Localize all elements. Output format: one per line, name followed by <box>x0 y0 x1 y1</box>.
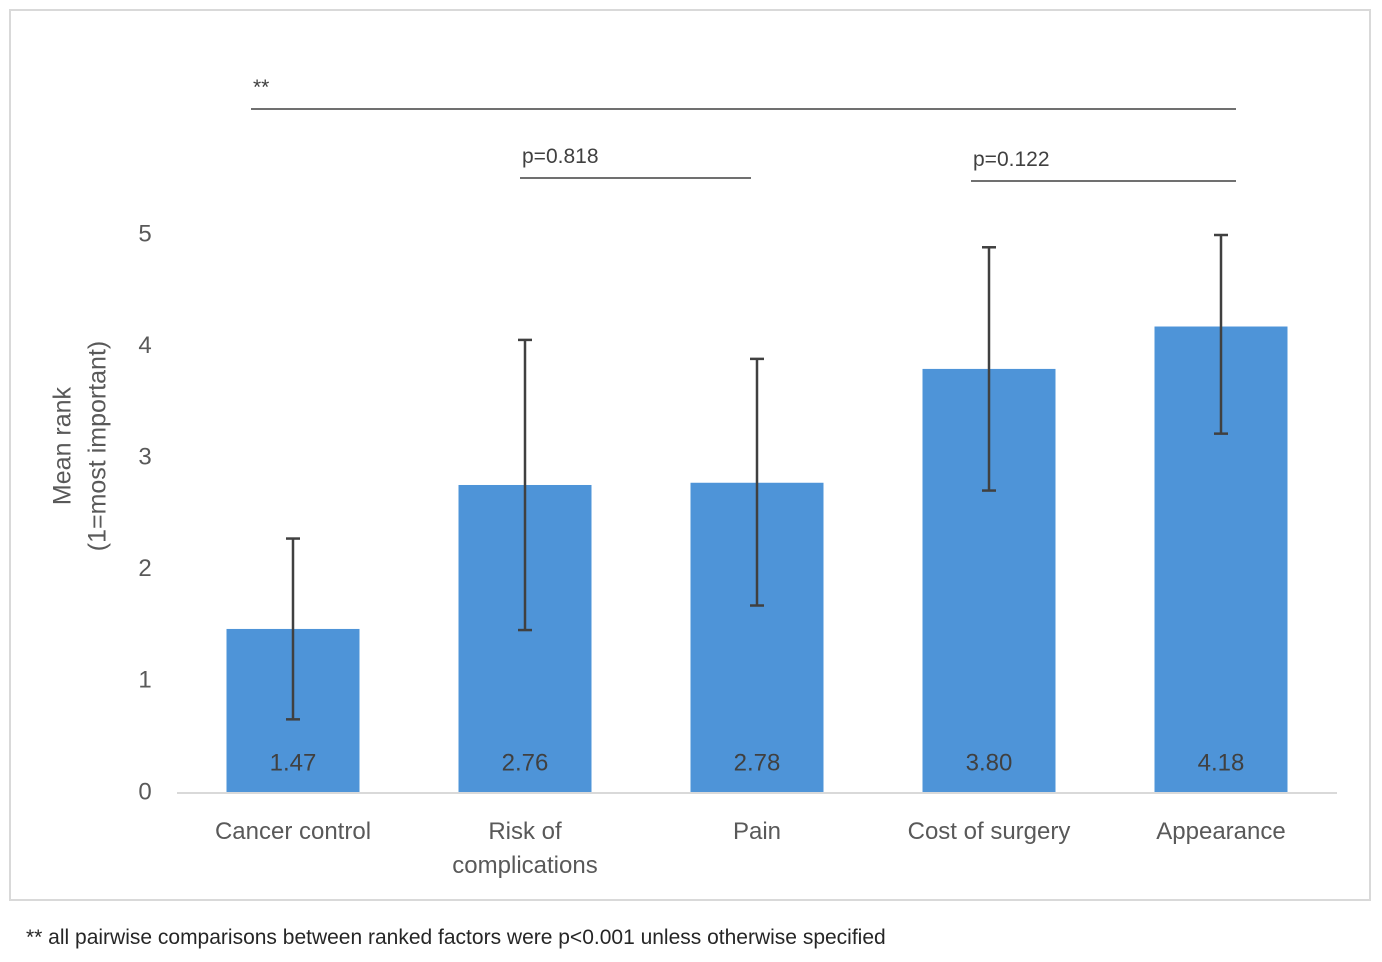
significance-label: ** <box>253 76 269 99</box>
y-tick-label: 3 <box>138 444 151 471</box>
bar-chart: Mean rank (1=most important) 0 1 2 3 4 5 1.47 2… <box>49 76 1337 879</box>
significance-bracket: p=0.122 <box>971 148 1236 182</box>
category-label: Risk of complications <box>452 818 597 879</box>
category-label: Pain <box>733 818 781 845</box>
error-bar <box>518 338 532 632</box>
error-bar <box>1214 233 1228 435</box>
y-tick-label: 0 <box>138 778 151 805</box>
value-label: 2.76 <box>502 749 549 776</box>
value-label: 1.47 <box>270 749 317 776</box>
category-label: Cost of surgery <box>908 818 1071 845</box>
significance-bracket: p=0.818 <box>520 145 751 179</box>
y-tick-label: 5 <box>138 220 151 247</box>
y-axis-title-line-0: Mean rank <box>49 386 77 505</box>
significance-label: p=0.818 <box>522 145 599 168</box>
significance-brackets: ** p=0.818 p=0.122 <box>251 76 1236 182</box>
y-axis-title-line-1: (1=most important) <box>84 341 112 552</box>
category-label: Cancer control <box>215 818 371 845</box>
value-label: 3.80 <box>966 749 1013 776</box>
value-label: 2.78 <box>734 749 781 776</box>
error-bar <box>982 246 996 492</box>
significance-label: p=0.122 <box>973 148 1050 171</box>
value-label: 4.18 <box>1198 749 1245 776</box>
chart-frame <box>9 9 1371 901</box>
y-tick-label: 2 <box>138 555 151 582</box>
y-tick-label: 4 <box>138 332 151 359</box>
footnote: ** all pairwise comparisons between rank… <box>26 926 886 949</box>
error-bars <box>286 233 1228 721</box>
value-labels: 1.47 2.76 2.78 3.80 4.18 <box>270 749 1245 776</box>
y-axis-ticks: 0 1 2 3 4 5 <box>138 220 151 805</box>
y-axis-title: Mean rank (1=most important) <box>49 341 112 552</box>
significance-bracket: ** <box>251 76 1236 110</box>
category-labels: Cancer control Risk of complications Pain Co… <box>215 818 1286 879</box>
error-bar <box>286 537 300 721</box>
error-bar <box>750 357 764 607</box>
y-tick-label: 1 <box>138 667 151 694</box>
category-label: Appearance <box>1156 818 1285 845</box>
